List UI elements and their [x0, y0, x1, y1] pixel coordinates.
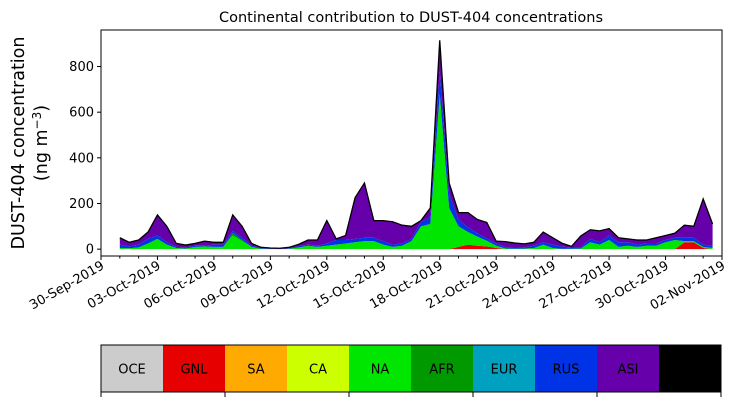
colorbar-swatch-na — [349, 345, 412, 392]
y-tick-label: 400 — [69, 151, 94, 166]
colorbar-legend: OCE GNL SA CA NA AFR EUR RUS ASI AUS — [100, 344, 722, 397]
area-asi — [119, 40, 713, 249]
y-axis-label-line2: (ng m−3) — [30, 105, 52, 181]
colorbar-label: ASI — [618, 363, 639, 378]
colorbar-swatch-rus — [535, 345, 598, 392]
plot-frame — [100, 29, 723, 257]
chart-title: Continental contribution to DUST-404 con… — [219, 10, 603, 26]
colorbar-swatch-afr — [411, 345, 474, 392]
colorbar-label: RUS — [553, 363, 580, 378]
colorbar-label: OCE — [118, 363, 146, 378]
y-axis-label-line1: DUST-404 concentration — [9, 37, 29, 250]
colorbar-label: AFR — [429, 363, 454, 378]
colorbar-swatch-oce — [101, 345, 164, 392]
colorbar-label: AUS — [677, 363, 704, 378]
colorbar-frame — [100, 344, 722, 393]
y-tick-label: 800 — [69, 60, 94, 75]
colorbar-label: EUR — [491, 363, 518, 378]
colorbar-swatch-sa — [225, 345, 288, 392]
colorbar-label: GNL — [180, 363, 208, 378]
y-axis: 0 200 400 600 800 — [69, 60, 101, 258]
colorbar-swatch-aus — [659, 345, 722, 392]
y-tick-label: 600 — [69, 106, 94, 121]
colorbar-label: NA — [371, 363, 390, 378]
colorbar-swatch-eur — [473, 345, 536, 392]
colorbar-swatch-ca — [287, 345, 350, 392]
area-rus — [119, 71, 713, 250]
x-axis: 30-Sep-201903-Oct-201906-Oct-201909-Oct-… — [27, 256, 728, 313]
total-line — [119, 40, 714, 249]
y-tick-label: 0 — [86, 243, 94, 258]
stacked-areas — [119, 40, 714, 250]
y-tick-label: 200 — [69, 197, 94, 212]
colorbar-label: SA — [247, 363, 264, 378]
colorbar-swatch-gnl — [163, 345, 226, 392]
colorbar-label: CA — [309, 363, 327, 378]
area-aus — [119, 40, 713, 249]
colorbar-swatch-asi — [597, 345, 660, 392]
